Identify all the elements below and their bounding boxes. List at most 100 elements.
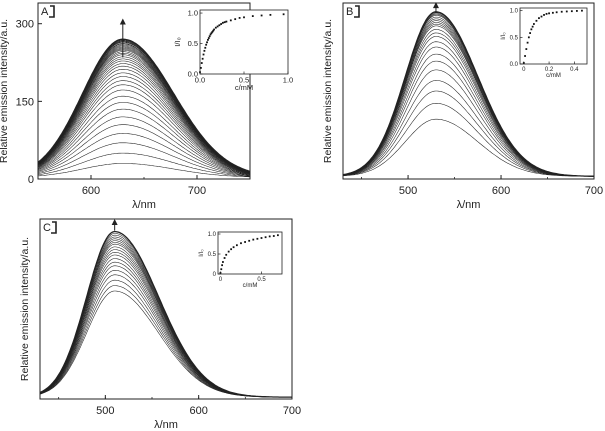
panel-b-inset-ytick-label: 1.0	[510, 9, 519, 15]
panel-b-spectrum-1	[342, 118, 594, 177]
panel-a-inset-point	[238, 17, 241, 19]
panel-a-inset-point	[210, 32, 213, 35]
panel-b-inset-point	[527, 36, 530, 39]
panel-b-spectrum-23	[342, 11, 594, 177]
panel-a-spectrum-15	[37, 69, 251, 173]
panel-c-inset-ytick-label: 0.5	[208, 252, 217, 258]
panel-a-spectrum-14	[37, 72, 251, 174]
panel-a-inset-point	[204, 46, 207, 49]
panel-a-spectrum-13	[37, 76, 251, 174]
panel-b-inset-point	[524, 55, 526, 57]
panel-b-inset-point	[531, 25, 534, 28]
panel-b-xtick-label: 500	[399, 185, 417, 197]
panel-b-inset-point	[533, 23, 535, 25]
panel-a-inset-point	[213, 28, 215, 31]
panel-a-inset-point	[260, 14, 263, 17]
panel-c-inset-point	[240, 242, 242, 245]
panel-a-spectrum-4	[37, 133, 251, 176]
panel-b-inset-point	[565, 10, 568, 13]
panel-b-inset-point	[543, 14, 545, 16]
panel-a-spectrum-10	[37, 89, 251, 174]
panel-b-inset-point	[529, 32, 532, 34]
panel-a-xlabel: λ/nm	[132, 199, 156, 211]
panel-a-spectrum-1	[37, 163, 250, 178]
panel-a-spectrum-17	[37, 63, 251, 173]
panel-c-inset-point	[220, 268, 223, 271]
panel-a-inset-point	[223, 21, 226, 24]
panel-a-ytick-label: 300	[16, 19, 34, 31]
panel-c-inset-point	[222, 261, 224, 263]
panel-c-inset-point	[225, 253, 228, 256]
panel-c-inset-ylabel: I/I₀	[199, 249, 205, 257]
panel-b-inset-point	[551, 11, 554, 14]
panel-a-spectrum-5	[37, 124, 251, 176]
panel-b-inset-point	[525, 48, 528, 50]
panel-c-inset-point	[227, 250, 230, 253]
panel-c-inset-point	[230, 248, 233, 251]
panel-a-inset-point	[269, 13, 272, 16]
panel-b-inset-point	[570, 10, 573, 13]
panel-b-xtick-label: 600	[492, 185, 510, 197]
panel-a-inset-point	[220, 23, 223, 25]
panel-c-xtick-label: 700	[283, 405, 301, 417]
panel-b-xtick-label: 700	[585, 185, 603, 197]
panel-a-inset-point	[229, 19, 232, 22]
panel-a-inset-ytick-label: 0.0	[188, 70, 198, 79]
panel-c-inset-point	[260, 237, 263, 239]
panel-c-letter: C	[43, 222, 51, 234]
panel-c-inset-frame	[217, 231, 283, 275]
panel-b-inset-point	[535, 19, 538, 22]
panel-a-inset-point	[221, 21, 224, 24]
panel-c-inset-point	[268, 235, 271, 238]
panel-a-inset-point	[218, 24, 221, 27]
panel-a-spectrum-9	[37, 95, 251, 175]
panel-a-ytick-label: 0	[28, 174, 34, 186]
panel-b-inset-xlabel: c/mM	[546, 73, 561, 79]
panel-a-spectrum-16	[37, 65, 251, 173]
panel-a-letter-bracket	[49, 5, 55, 18]
panel-b-inset-ytick-label: 0.0	[510, 62, 519, 68]
panel-c-letter-bracket	[51, 221, 57, 234]
panel-b-inset-xtick-label: 0.4	[570, 67, 579, 73]
panel-a-spectrum-20	[37, 56, 251, 173]
panel-a-spectrum-18	[37, 60, 251, 173]
panel-c-xlabel: λ/nm	[154, 419, 178, 431]
panel-c-inset-point	[223, 257, 226, 259]
panel-a-inset-point	[216, 25, 219, 28]
panel-a-inset-point	[208, 35, 211, 38]
panel-a-inset-point	[200, 62, 203, 64]
panel-a-spectrum-6	[37, 116, 251, 176]
panel-a-inset-xtick-label: 0.0	[195, 76, 205, 85]
panel-a-inset-frame	[199, 9, 289, 75]
panel-c-inset-xlabel: c/mM	[243, 283, 258, 289]
panel-a-inset-point	[202, 53, 205, 56]
panel-c-inset-ytick-label: 0	[213, 272, 217, 278]
panel-c-xtick-label: 500	[96, 405, 114, 417]
panel-c-inset-point	[272, 235, 275, 237]
panel-c-inset-ytick-label: 1.0	[208, 232, 217, 238]
panel-a-inset-point	[207, 37, 210, 39]
panel-a-spectrum-19	[37, 58, 251, 173]
panel-a-spectrum-38	[37, 38, 251, 173]
panel-a-ylabel: Relative emission intensity/a.u.	[0, 19, 10, 163]
panel-b-frame	[342, 2, 595, 180]
panel-b-inset-xtick-label: 0	[522, 67, 526, 73]
panel-a-inset-point	[234, 18, 237, 21]
panel-a-spectrum-12	[37, 80, 251, 174]
panel-c-inset-point	[248, 239, 251, 242]
panel-a-ytick-label: 150	[16, 96, 34, 108]
panel-c-inset-point	[252, 238, 255, 241]
panel-c-frame	[39, 218, 293, 400]
panel-b-inset-point	[540, 15, 543, 18]
panel-c-inset-point	[221, 264, 224, 267]
panel-b-inset-point	[555, 11, 558, 14]
panel-c-inset-point	[256, 237, 259, 240]
panel-a-inset-point	[206, 41, 208, 44]
panel-a-inset-point	[209, 33, 212, 36]
panel-c-arrow-head	[111, 219, 118, 225]
panel-a-inset-ylabel: I/I₀	[173, 37, 182, 46]
panel-a-inset-point	[243, 16, 245, 19]
panel-a-inset-point	[225, 20, 228, 23]
panel-a-spectrum-3	[37, 142, 251, 177]
